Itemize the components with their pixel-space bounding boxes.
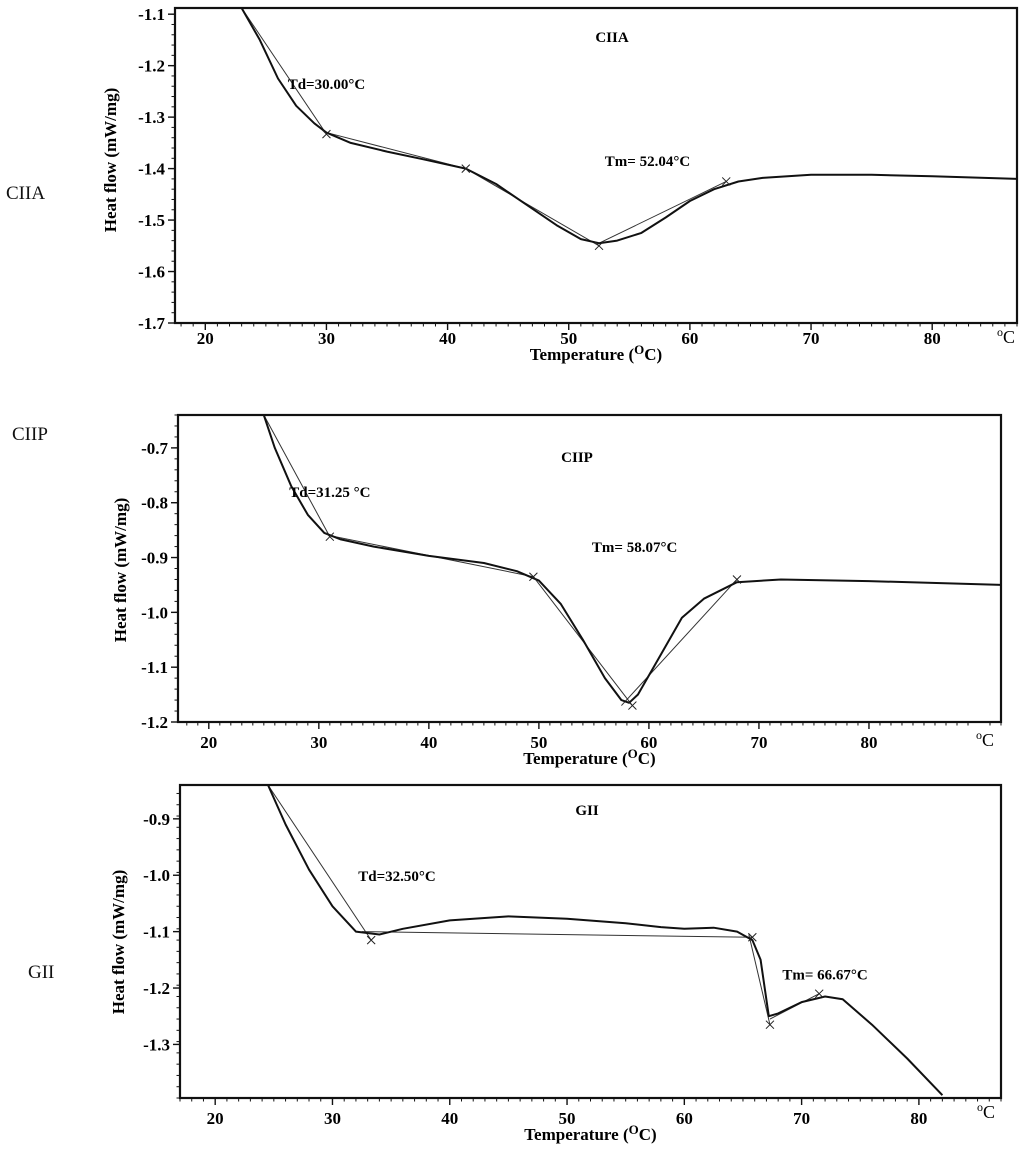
side-label-gii: GII	[28, 962, 55, 983]
x-tick-label: 30	[324, 1109, 341, 1128]
y-tick-label: -1.2	[138, 57, 165, 76]
x-tick-label: 70	[793, 1109, 810, 1128]
intersection-marker	[732, 575, 742, 584]
intersection-marker	[594, 241, 604, 251]
x-tick-label: 40	[439, 329, 456, 348]
heat-flow-curve	[267, 785, 944, 1096]
tangent-line	[361, 931, 753, 938]
chart-title: GII	[575, 803, 599, 819]
intersection-marker	[529, 572, 538, 582]
x-axis-label: Temperature (OC)	[523, 746, 655, 768]
annotation-label: Td=32.50°C	[358, 869, 435, 885]
annotation-label: Td=31.25 °C	[289, 485, 370, 501]
x-tick-label: 80	[924, 329, 941, 348]
x-tick-label: 40	[441, 1109, 458, 1128]
tangent-line	[267, 785, 372, 941]
plot-frame	[178, 783, 1003, 1100]
x-tick-label: 40	[420, 733, 437, 752]
x-unit-label: oC	[977, 1100, 995, 1122]
intersection-marker	[628, 701, 637, 710]
y-tick-label: -1.3	[143, 1035, 170, 1054]
x-tick-label: 50	[559, 1109, 576, 1128]
annotation-label: Tm= 58.07°C	[592, 540, 677, 556]
intersection-marker	[322, 129, 331, 139]
intersection-marker	[325, 532, 335, 542]
x-tick-label: 50	[560, 329, 577, 348]
tangent-line	[465, 168, 600, 247]
tangent-line	[241, 8, 327, 135]
x-tick-label: 60	[681, 329, 698, 348]
tangent-line	[748, 934, 771, 1025]
x-tick-label: 80	[860, 733, 877, 752]
x-tick-label: 20	[200, 733, 217, 752]
tangent-line	[621, 579, 738, 706]
chart-title: CIIP	[561, 450, 593, 466]
chart-gii: 20 30 40 50 60 70 80 -0.9 -1.0 -1.1 -1.2 -1.3 Temper…	[109, 783, 1003, 1144]
intersection-marker	[461, 164, 471, 173]
y-tick-label: -1.4	[138, 160, 165, 179]
x-unit-label: oC	[976, 728, 994, 750]
y-tick-label: -1.1	[138, 5, 165, 24]
plot-frame	[173, 6, 1019, 325]
annotation-label: Tm= 66.67°C	[782, 968, 867, 984]
y-tick-label: -1.2	[141, 713, 168, 732]
intersection-marker	[366, 935, 376, 945]
x-tick-label: 70	[750, 733, 767, 752]
y-axis-label: Heat flow (mW/mg)	[111, 498, 130, 642]
side-label-ciip: CIIP	[12, 424, 48, 445]
y-tick-label: -0.8	[141, 494, 168, 513]
x-tick-label: 30	[310, 733, 327, 752]
y-tick-label: -1.0	[143, 866, 170, 885]
y-axis-label: Heat flow (mW/mg)	[101, 88, 120, 232]
x-tick-label: 70	[803, 329, 820, 348]
x-tick-label: 30	[318, 329, 335, 348]
y-tick-label: -1.5	[138, 211, 165, 230]
y-tick-label: -1.3	[138, 108, 165, 127]
annotation-label: Tm= 52.04°C	[605, 154, 690, 170]
x-axis-label: Temperature (OC)	[524, 1122, 656, 1144]
annotation-label: Td=30.00°C	[288, 77, 365, 93]
y-tick-label: -1.1	[143, 923, 170, 942]
chart-title: CIIA	[595, 30, 629, 46]
y-tick-label: -0.9	[143, 810, 170, 829]
x-tick-label: 80	[910, 1109, 927, 1128]
y-tick-label: -1.7	[138, 314, 165, 333]
tangent-line	[598, 181, 727, 244]
chart-ciia: 20 30 40 50 60 70 80 -1.1 -1.2 -1.3 -1.4 -1.5 -1.6 -1…	[101, 5, 1019, 364]
x-tick-label: 20	[197, 329, 214, 348]
intersection-marker	[814, 989, 824, 999]
x-tick-label: 60	[676, 1109, 693, 1128]
y-tick-label: -1.1	[141, 658, 168, 677]
y-tick-label: -1.0	[141, 603, 168, 622]
side-label-ciia: CIIA	[6, 183, 46, 204]
x-unit-label: oC	[997, 325, 1015, 347]
y-tick-label: -1.2	[143, 979, 170, 998]
intersection-marker	[765, 1020, 775, 1030]
x-tick-label: 60	[640, 733, 657, 752]
y-axis-label: Heat flow (mW/mg)	[109, 870, 128, 1014]
chart-ciip: 20 30 40 50 60 70 80 -0.7 -0.8 -0.9 -1.0 -1.1 -1.2 Te…	[111, 413, 1003, 768]
x-axis-label: Temperature (OC)	[530, 342, 662, 364]
y-tick-label: -0.7	[141, 439, 168, 458]
x-tick-label: 50	[530, 733, 547, 752]
y-tick-label: -1.6	[138, 263, 165, 282]
heat-flow-curve	[240, 8, 1017, 245]
tangent-line	[263, 415, 331, 537]
intersection-marker	[748, 932, 757, 942]
x-tick-label: 20	[207, 1109, 224, 1128]
intersection-marker	[721, 177, 731, 186]
heat-flow-curve	[262, 415, 1001, 704]
y-tick-label: -0.9	[141, 549, 168, 568]
